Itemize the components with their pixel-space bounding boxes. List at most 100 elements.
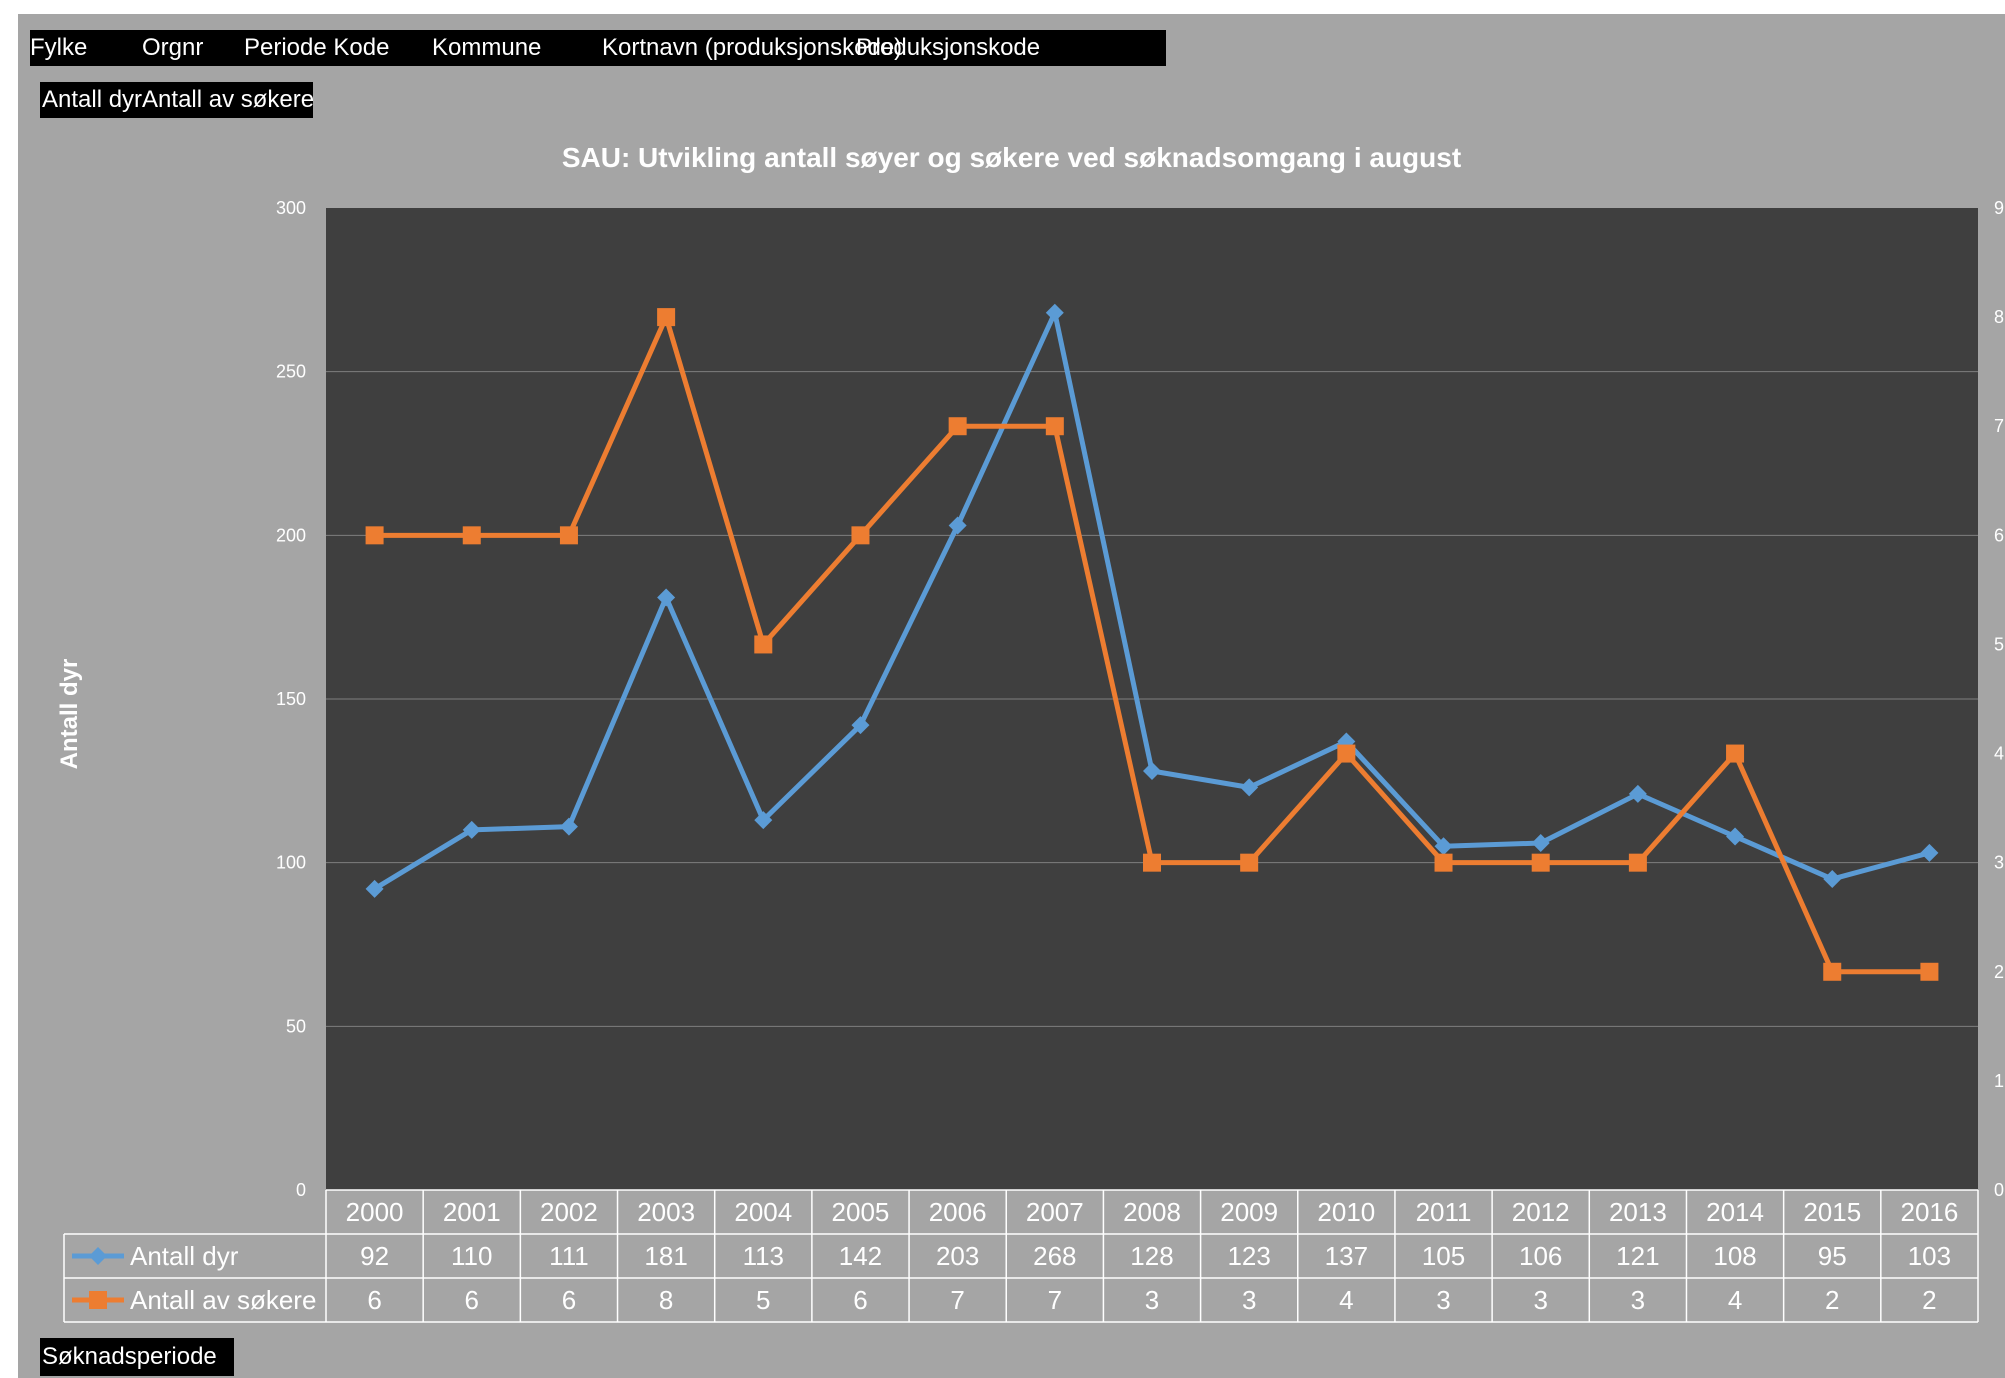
- data-table-value: 111: [549, 1241, 589, 1271]
- data-point-dyr: [851, 716, 870, 735]
- data-point-sokere: [948, 417, 967, 436]
- x-tick-label: 2006: [929, 1197, 987, 1227]
- legend-label: Antall av søkere: [130, 1285, 316, 1315]
- x-tick-label: 2008: [1123, 1197, 1181, 1227]
- data-table-value: 268: [1033, 1241, 1076, 1271]
- data-point-sokere: [1240, 853, 1259, 872]
- data-point-sokere: [1531, 853, 1550, 872]
- data-point-sokere: [559, 526, 578, 545]
- x-tick-label: 2009: [1220, 1197, 1278, 1227]
- pivot-value-fields[interactable]: Antall dyrAntall av søkere: [40, 82, 314, 118]
- data-table-value: 8: [659, 1285, 673, 1315]
- y2-tick-label: 5: [1994, 634, 2004, 654]
- data-point-dyr: [1143, 762, 1161, 781]
- y-tick-label: 200: [276, 525, 306, 545]
- y2-tick-label: 6: [1994, 525, 2004, 545]
- field-button-kommune[interactable]: Kommune: [432, 34, 542, 61]
- y2-tick-label: 2: [1994, 962, 2004, 982]
- data-point-sokere: [1726, 744, 1745, 763]
- pivot-field-buttons: Fylke Orgnr Periode Kode Kommune Kortnav…: [30, 30, 1166, 66]
- data-table-value: 3: [1631, 1285, 1645, 1315]
- x-tick-label: 2004: [734, 1197, 792, 1227]
- data-point-dyr: [462, 820, 481, 839]
- y2-tick-label: 0: [1994, 1180, 2004, 1200]
- data-point-dyr: [1920, 843, 1939, 862]
- data-table-value: 121: [1616, 1241, 1659, 1271]
- data-table-value: 3: [1533, 1285, 1547, 1315]
- field-button-produksjonskode[interactable]: Produksjonskode: [856, 34, 1041, 61]
- data-table-value: 4: [1339, 1285, 1353, 1315]
- data-table-value: 181: [644, 1241, 687, 1271]
- data-table-value: 203: [936, 1241, 979, 1271]
- y2-tick-label: 1: [1994, 1071, 2004, 1091]
- data-point-dyr: [1434, 837, 1453, 856]
- data-point-sokere: [1628, 853, 1647, 872]
- data-point-dyr: [1628, 784, 1647, 803]
- data-point-sokere: [1045, 417, 1064, 436]
- x-tick-label: 2014: [1706, 1197, 1764, 1227]
- data-table-value: 142: [839, 1241, 882, 1271]
- data-table-value: 123: [1227, 1241, 1270, 1271]
- field-button-orgnr[interactable]: Orgnr: [142, 34, 204, 61]
- data-table-value: 7: [950, 1285, 964, 1315]
- data-table-value: 103: [1908, 1241, 1951, 1271]
- data-table-value: 6: [465, 1285, 479, 1315]
- x-tick-label: 2001: [443, 1197, 501, 1227]
- data-table-value: 3: [1436, 1285, 1450, 1315]
- y2-tick-label: 8: [1994, 307, 2004, 327]
- data-point-dyr: [365, 879, 384, 898]
- x-tick-label: 2002: [540, 1197, 598, 1227]
- legend-key-marker: [89, 1247, 107, 1265]
- data-table-value: 137: [1325, 1241, 1368, 1271]
- data-point-sokere: [1920, 962, 1939, 981]
- data-point-dyr: [754, 811, 773, 830]
- field-button-kortnavn[interactable]: Kortnavn (produksjonskode): [602, 34, 903, 61]
- data-table-value: 92: [360, 1241, 389, 1271]
- chart-canvas: Fylke Orgnr Periode Kode Kommune Kortnav…: [18, 14, 2005, 1378]
- x-tick-label: 2016: [1900, 1197, 1958, 1227]
- field-button-fylke[interactable]: Fylke: [30, 34, 88, 61]
- data-point-dyr: [1531, 834, 1550, 853]
- chart-title: SAU: Utvikling antall søyer og søkere ve…: [561, 142, 1462, 173]
- data-table-value: 113: [743, 1241, 784, 1271]
- x-tick-label: 2007: [1026, 1197, 1084, 1227]
- data-point-sokere: [1823, 962, 1842, 981]
- data-point-sokere: [754, 635, 773, 654]
- x-tick-label: 2012: [1512, 1197, 1570, 1227]
- x-tick-label: 2013: [1609, 1197, 1667, 1227]
- y-tick-label: 50: [286, 1016, 306, 1036]
- y2-tick-label: 9: [1994, 198, 2004, 218]
- data-table-value: 6: [853, 1285, 867, 1315]
- y-tick-label: 250: [276, 362, 306, 382]
- x-tick-label: 2000: [346, 1197, 404, 1227]
- data-table-value: 4: [1728, 1285, 1742, 1315]
- y2-tick-label: 3: [1994, 853, 2004, 873]
- data-point-sokere: [851, 526, 870, 545]
- data-table-value: 106: [1519, 1241, 1562, 1271]
- pivot-axis-field[interactable]: Søknadsperiode: [40, 1338, 234, 1376]
- x-tick-label: 2011: [1416, 1197, 1472, 1227]
- data-point-dyr: [1240, 778, 1259, 797]
- data-point-dyr: [657, 588, 676, 607]
- data-table-value: 2: [1825, 1285, 1839, 1315]
- data-point-sokere: [365, 526, 384, 545]
- field-button-periode-kode[interactable]: Periode Kode: [244, 34, 390, 61]
- legend-label: Antall dyr: [130, 1241, 239, 1271]
- data-point-dyr: [1726, 827, 1745, 846]
- data-point-dyr: [1045, 303, 1064, 322]
- data-table-value: 6: [367, 1285, 381, 1315]
- y2-tick-label: 4: [1994, 744, 2004, 764]
- data-table-value: 108: [1713, 1241, 1756, 1271]
- data-point-dyr: [559, 817, 578, 836]
- data-point-dyr: [948, 516, 967, 535]
- x-tick-label: 2010: [1317, 1197, 1375, 1227]
- data-table-value: 2: [1922, 1285, 1936, 1315]
- data-table-value: 105: [1422, 1241, 1465, 1271]
- data-table-value: 7: [1048, 1285, 1062, 1315]
- y-tick-label: 0: [296, 1180, 306, 1200]
- x-tick-label: 2005: [832, 1197, 890, 1227]
- x-tick-label: 2015: [1803, 1197, 1861, 1227]
- data-table-value: 5: [756, 1285, 770, 1315]
- data-point-sokere: [1434, 853, 1453, 872]
